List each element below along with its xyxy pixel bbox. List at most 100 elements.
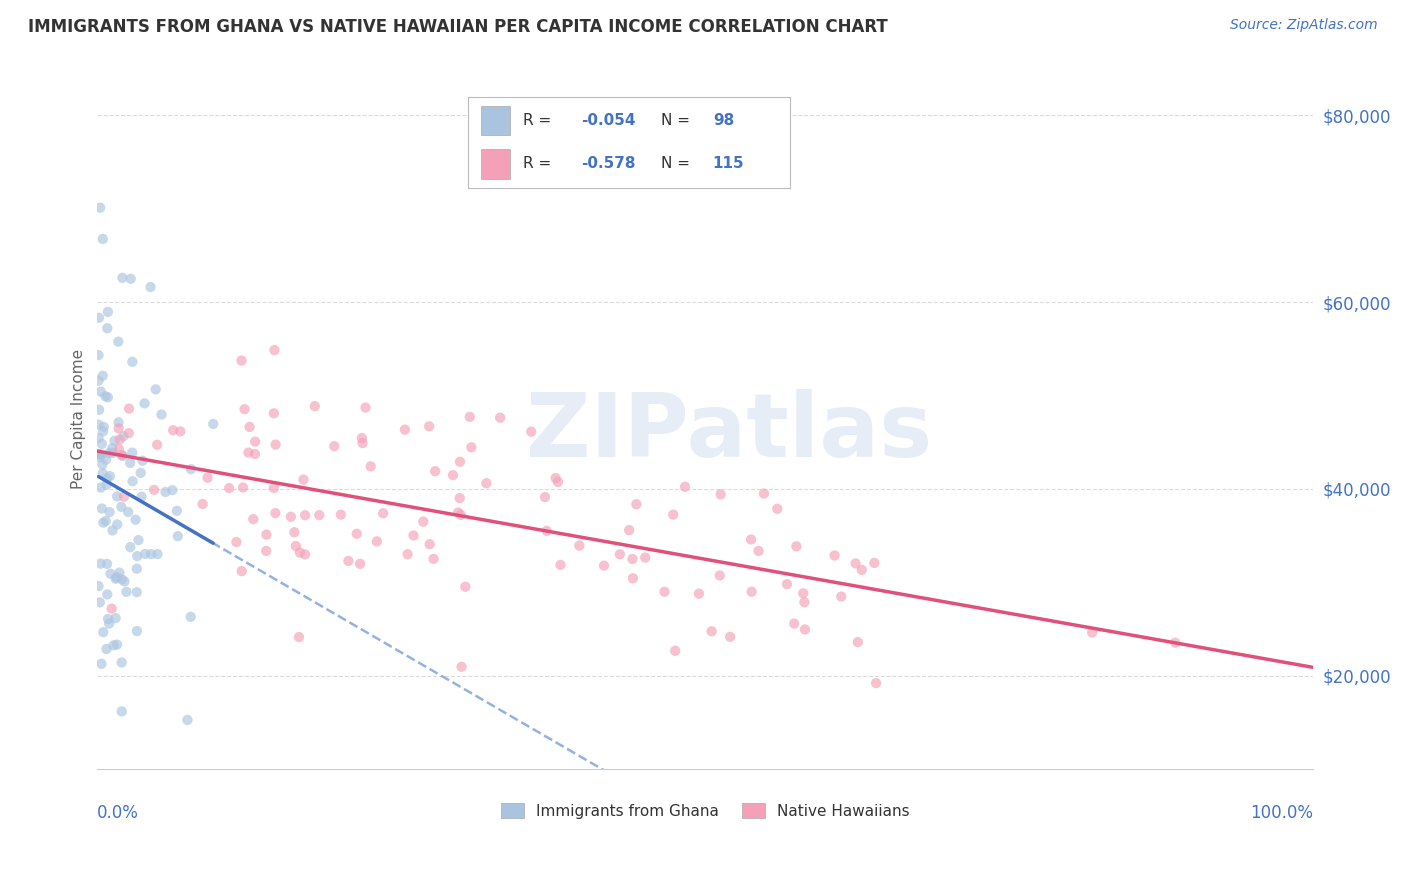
Point — [366, 534, 388, 549]
Point — [202, 417, 225, 431]
Point — [96, 321, 118, 335]
Point — [294, 508, 316, 523]
Point — [91, 625, 114, 640]
Point — [124, 513, 146, 527]
Point — [103, 434, 125, 448]
Point — [776, 577, 799, 591]
Point — [125, 585, 148, 599]
Point — [162, 423, 184, 437]
Point — [87, 348, 110, 362]
Point — [90, 448, 112, 462]
Point — [146, 438, 169, 452]
Point — [824, 549, 846, 563]
Point — [108, 442, 131, 456]
Point — [418, 419, 440, 434]
Point — [87, 310, 110, 325]
Point — [101, 524, 124, 538]
Point — [89, 450, 111, 465]
Point — [104, 572, 127, 586]
Point — [845, 557, 868, 571]
Point — [96, 557, 118, 571]
Point — [89, 595, 111, 609]
Point — [329, 508, 352, 522]
Point — [662, 508, 685, 522]
Point — [166, 529, 188, 543]
Point — [263, 343, 285, 358]
Point — [146, 547, 169, 561]
Point — [91, 368, 114, 383]
Point — [460, 440, 482, 454]
Point — [402, 528, 425, 542]
Point — [294, 548, 316, 562]
Point — [766, 501, 789, 516]
Point — [127, 549, 149, 563]
Point — [700, 624, 723, 639]
Point — [191, 497, 214, 511]
Point — [337, 554, 360, 568]
Point — [100, 566, 122, 581]
Point — [793, 595, 815, 609]
Point — [396, 547, 419, 561]
Point — [489, 410, 512, 425]
Point — [90, 384, 112, 399]
Point — [617, 523, 640, 537]
Point — [98, 446, 121, 460]
Point — [450, 659, 472, 673]
Text: 100.0%: 100.0% — [1250, 805, 1313, 822]
Point — [218, 481, 240, 495]
Point — [609, 547, 631, 561]
Point — [254, 544, 277, 558]
Point — [115, 584, 138, 599]
Point — [752, 486, 775, 500]
Point — [292, 473, 315, 487]
Point — [688, 587, 710, 601]
Point — [87, 579, 110, 593]
Point — [447, 506, 470, 520]
Point — [111, 705, 134, 719]
Point — [155, 485, 177, 500]
Point — [626, 497, 648, 511]
Point — [422, 551, 444, 566]
Point — [87, 431, 110, 445]
Point — [851, 563, 873, 577]
Point — [621, 571, 644, 585]
Point — [350, 431, 373, 445]
Point — [111, 656, 134, 670]
Point — [792, 586, 814, 600]
Point — [90, 481, 112, 495]
Point — [449, 491, 471, 505]
Point — [91, 232, 114, 246]
Point — [121, 445, 143, 459]
Point — [180, 462, 202, 476]
Point — [112, 490, 135, 504]
Point — [740, 533, 762, 547]
Point — [441, 468, 464, 483]
Point — [107, 421, 129, 435]
Point — [96, 587, 118, 601]
Point — [117, 505, 139, 519]
Point — [284, 539, 307, 553]
Point — [145, 383, 167, 397]
Point — [783, 616, 806, 631]
Point — [304, 399, 326, 413]
Point — [568, 539, 591, 553]
Point — [121, 355, 143, 369]
Point — [150, 408, 173, 422]
Y-axis label: Per Capita Income: Per Capita Income — [72, 349, 86, 489]
Point — [225, 535, 247, 549]
Legend: Immigrants from Ghana, Native Hawaiians: Immigrants from Ghana, Native Hawaiians — [495, 797, 915, 825]
Point — [242, 512, 264, 526]
Point — [107, 334, 129, 349]
Point — [621, 552, 644, 566]
Point — [785, 539, 807, 553]
Point — [288, 545, 311, 559]
Point — [89, 201, 111, 215]
Point — [87, 402, 110, 417]
Point — [97, 305, 120, 319]
Point — [169, 425, 191, 439]
Point — [131, 454, 153, 468]
Point — [118, 426, 141, 441]
Point — [634, 550, 657, 565]
Point — [98, 505, 121, 519]
Point — [97, 390, 120, 404]
